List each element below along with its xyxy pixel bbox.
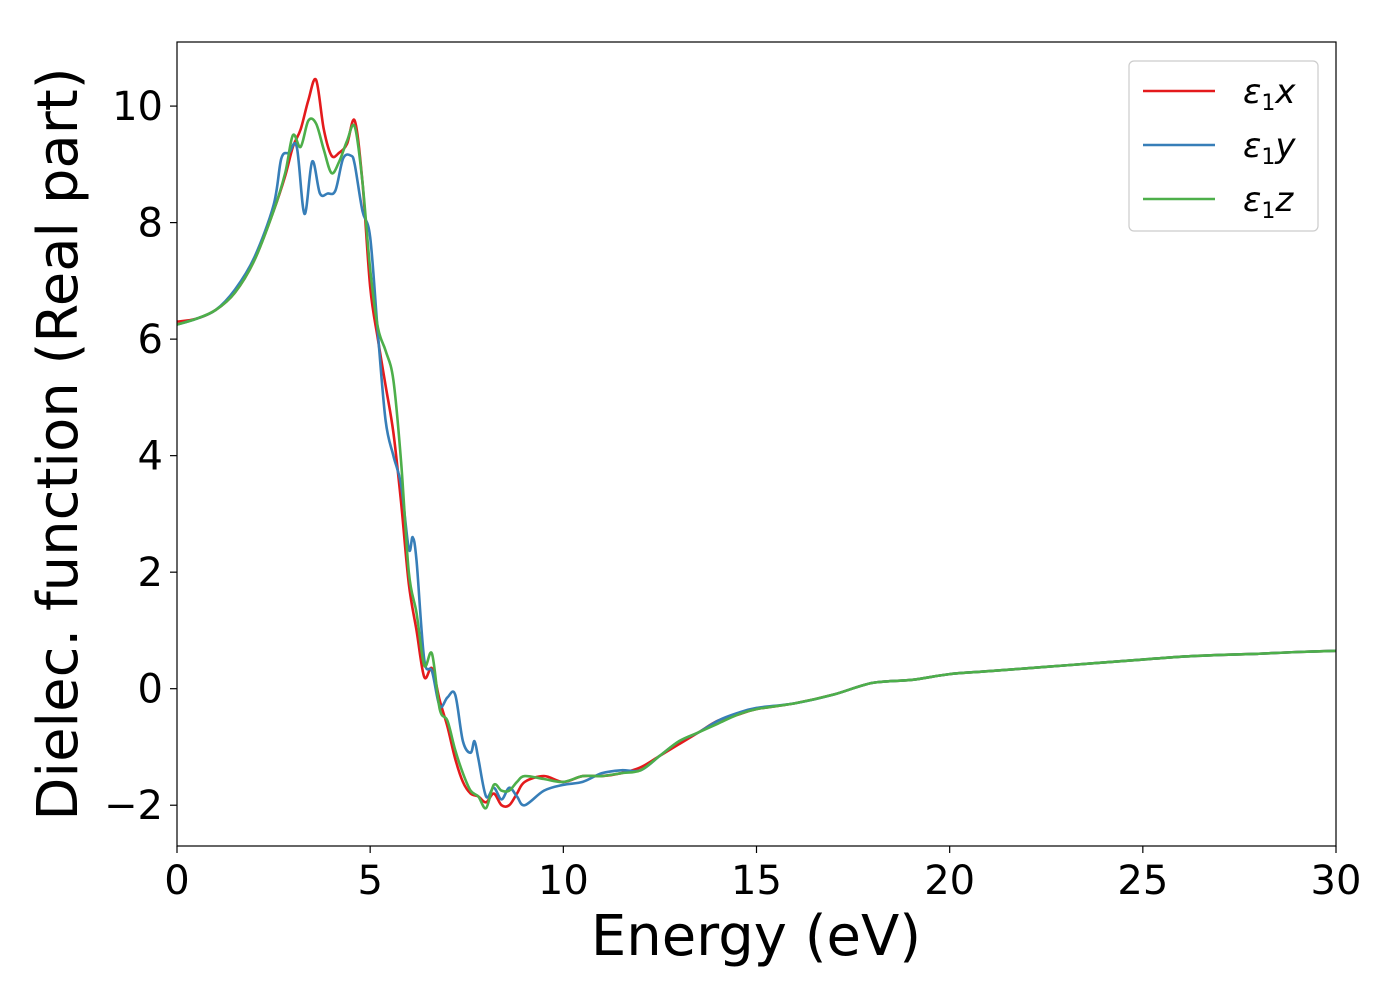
series-layer xyxy=(177,77,1336,810)
y-tick-label: 0 xyxy=(138,667,163,713)
legend-label-z: ε1z xyxy=(1243,180,1294,224)
y-axis-ticks: −2 0 2 4 6 8 10 xyxy=(104,84,177,829)
legend-component: y xyxy=(1274,126,1296,166)
x-tick-label: 15 xyxy=(731,858,782,904)
legend-symbol: ε xyxy=(1243,180,1261,220)
y-tick-label: −2 xyxy=(104,783,163,829)
legend-symbol: ε xyxy=(1243,72,1261,112)
x-axis-label: Energy (eV) xyxy=(591,904,921,969)
legend-label-x: ε1x xyxy=(1243,72,1296,116)
legend-label-y: ε1y xyxy=(1243,126,1296,170)
x-tick-label: 30 xyxy=(1311,858,1362,904)
legend-component: z xyxy=(1274,180,1294,220)
y-tick-label: 10 xyxy=(112,84,163,130)
legend-subscript: 1 xyxy=(1261,145,1275,170)
legend-box xyxy=(1128,60,1319,232)
legend-symbol: ε xyxy=(1243,126,1261,166)
legend-subscript: 1 xyxy=(1261,91,1275,116)
x-tick-label: 5 xyxy=(357,858,382,904)
y-tick-label: 4 xyxy=(138,434,163,480)
x-tick-label: 20 xyxy=(924,858,975,904)
series-line-z xyxy=(177,117,1336,810)
x-tick-label: 10 xyxy=(538,858,589,904)
x-tick-label: 25 xyxy=(1117,858,1168,904)
y-axis-label: Dielec. function (Real part) xyxy=(26,67,91,820)
x-tick-label: 0 xyxy=(164,858,189,904)
y-tick-label: 2 xyxy=(138,550,163,596)
y-tick-label: 6 xyxy=(138,317,163,363)
y-tick-label: 8 xyxy=(138,201,163,247)
legend-subscript: 1 xyxy=(1261,199,1275,224)
x-axis-ticks: 0 5 10 15 20 25 30 xyxy=(164,846,1361,904)
legend-component: x xyxy=(1274,72,1296,112)
